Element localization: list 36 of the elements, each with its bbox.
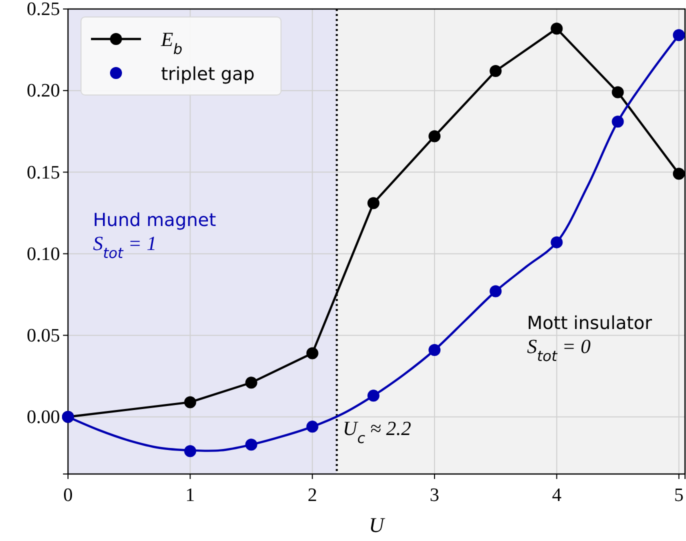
band-label: Mott insulator S$_{tot}$ = 0 xyxy=(527,312,653,365)
x-axis-title: U xyxy=(368,513,386,537)
y-tick-label: 0.15 xyxy=(26,162,60,184)
point xyxy=(306,347,318,360)
legend-label: E$_{b}$ xyxy=(160,29,182,58)
band-label: Hund magnet S$_{tot}$ = 1 xyxy=(93,210,216,262)
point xyxy=(550,22,563,35)
point xyxy=(672,29,685,42)
point xyxy=(612,116,624,128)
point xyxy=(428,344,441,356)
point xyxy=(306,420,318,433)
point xyxy=(367,390,380,402)
point xyxy=(245,376,258,389)
x-tick-label: 1 xyxy=(185,485,195,506)
point xyxy=(672,168,685,180)
y-tick-label: 0.00 xyxy=(26,406,60,428)
point xyxy=(612,86,624,98)
point xyxy=(490,65,502,77)
point xyxy=(428,130,441,142)
x-tick-label: 3 xyxy=(430,485,440,506)
ref-line-label: U$_{c}$ ≈ 2.2 xyxy=(342,418,412,447)
legend-label: triplet gap xyxy=(161,64,255,85)
point xyxy=(184,445,196,458)
point xyxy=(550,236,563,248)
point xyxy=(367,197,380,210)
point xyxy=(490,285,502,298)
y-tick-label: 0.25 xyxy=(26,0,60,20)
x-tick-label: 5 xyxy=(674,485,684,506)
point xyxy=(245,438,258,451)
y-tick-label: 0.10 xyxy=(26,244,60,265)
x-tick-label: 2 xyxy=(308,485,318,506)
point xyxy=(184,396,196,408)
x-tick-label: 0 xyxy=(63,485,73,506)
x-tick-label: 4 xyxy=(552,485,562,506)
y-tick-label: 0.05 xyxy=(26,325,60,346)
y-tick-label: 0.20 xyxy=(26,80,60,102)
